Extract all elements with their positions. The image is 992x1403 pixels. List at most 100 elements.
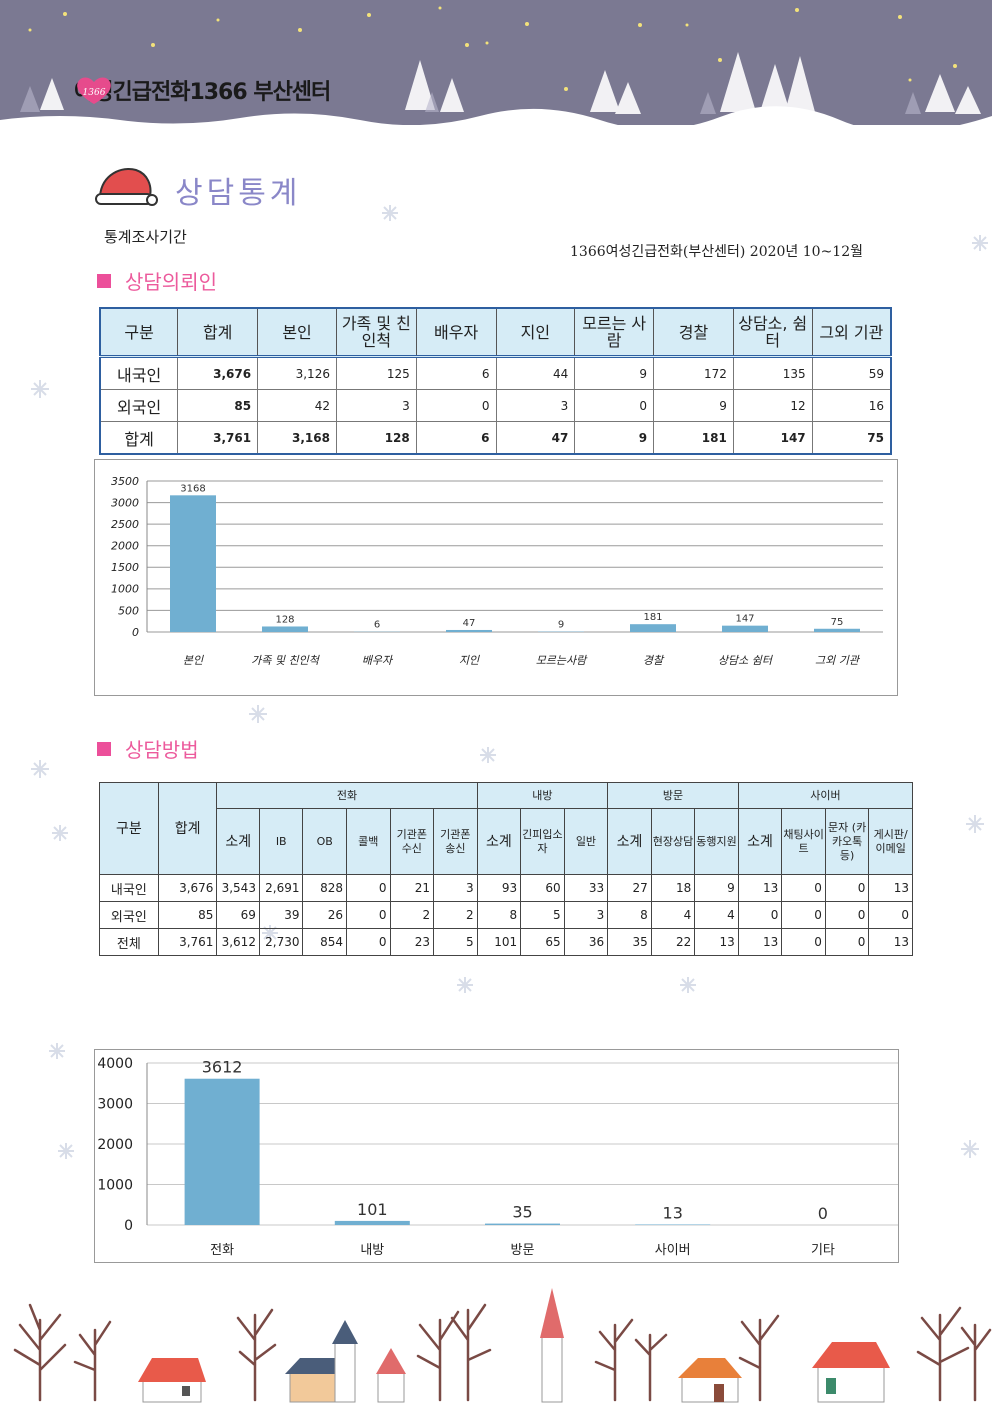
table-cell: 125 [335,356,417,390]
bar [334,1220,410,1225]
data-label: 3168 [180,483,205,494]
data-label: 75 [831,617,844,628]
data-label: 13 [663,1203,683,1222]
col-header: 구분 [99,307,179,358]
org-logo[interactable]: 1366 여성긴급전화1366 부산센터 [74,74,331,106]
col-header: 배우자 [415,307,497,358]
table-cell: 12 [732,389,813,422]
table-cell: 3,126 [257,356,337,390]
y-tick-label: 4000 [97,1056,133,1072]
table-cell: 2,730 [258,928,304,956]
table-cell: 3,676 [157,874,218,902]
section-heading-text: 상담의뢰인 [125,270,217,294]
svg-text:1366: 1366 [83,88,106,98]
col-header: 가족 및 친인척 [335,307,417,358]
table-cell: 65 [520,928,565,956]
row-label: 내국인 [99,874,159,902]
period-value: 1366여성긴급전화(부산센터) 2020년 10~12월 [570,244,864,260]
method-bar-chart-svg: 0 1000 2000 3000 4000 3612 전화 101 내방 35 방문 13 사이버 0 기타 [97,1056,898,1258]
table-cell: 3,676 [177,356,259,390]
table-cell: 13 [737,928,783,956]
table-cell: 0 [346,874,391,902]
col-header: 경찰 [653,307,734,358]
table-cell: 2 [389,901,435,929]
client-bar-chart-svg: 0 500 1000 1500 2000 2500 3000 3500 3168 본인 128 가족 … [111,475,883,667]
x-category-label: 그외 기관 [815,654,861,667]
table-cell: 0 [781,928,826,956]
col-header: 기관폰 송신 [433,808,478,875]
table-cell: 3,168 [257,421,337,455]
bar [722,625,768,632]
bar [485,1223,560,1225]
table-cell: 3 [335,389,417,422]
bar [635,1224,711,1225]
table-row: 내국인 3,676 3,126 125 6 44 9 172 135 59 [99,356,892,390]
col-header: 합계 [157,782,218,875]
pink-square-bullet [97,741,111,756]
y-tick-label: 500 [118,604,139,617]
table-cell: 0 [824,928,870,956]
table-cell: 13 [868,874,913,902]
winter-night-illustration [0,6,992,125]
y-tick-label: 3000 [97,1096,133,1112]
data-label: 9 [558,620,564,631]
section-heading-method: 상담방법 [97,734,199,763]
y-tick-label: 2000 [111,540,139,553]
col-header: 모르는 사람 [574,307,655,358]
col-header: 합계 [177,307,259,358]
col-header: 상담소, 쉼터 [732,307,813,358]
table-cell: 6 [415,421,497,455]
row-label: 내국인 [99,356,179,390]
table-cell: 6 [415,356,497,390]
col-header: 콜백 [346,808,391,875]
group-header-outreach: 방문 [607,782,739,809]
row-label: 외국인 [99,389,179,422]
table-cell: 181 [653,421,734,455]
table-cell: 0 [781,901,826,929]
x-category-label: 상담소 쉼터 [718,654,774,667]
col-header: 소계 [607,808,652,875]
row-label: 전체 [99,928,159,956]
col-header: 기관폰 수신 [389,808,435,875]
table-cell: 4 [650,901,696,929]
table-cell: 35 [607,928,652,956]
table-row: 외국인 85 42 3 0 3 0 9 12 16 [99,389,892,422]
table-cell: 101 [476,928,522,956]
header-banner: 1366 여성긴급전화1366 부산센터 [0,0,992,125]
page-title: 상담통계 [175,176,302,211]
table-cell: 9 [574,421,655,455]
table-cell: 33 [563,874,609,902]
table-cell: 9 [653,389,734,422]
table-cell: 0 [868,901,913,929]
table-cell: 47 [495,421,576,455]
data-label: 6 [374,620,380,631]
table-cell: 0 [781,874,826,902]
group-header-cyber: 사이버 [737,782,914,809]
table-cell: 8 [607,901,652,929]
client-bar-chart: 0 500 1000 1500 2000 2500 3000 3500 3168 본인 128 가족 … [94,459,898,696]
table-cell: 0 [574,389,655,422]
table-cell: 2 [433,901,478,929]
x-category-label: 내방 [360,1243,384,1258]
snowflake-background [31,205,988,1159]
table-cell: 0 [346,928,391,956]
x-category-label: 기타 [811,1243,835,1258]
data-label: 35 [512,1203,532,1222]
method-table: 구분 합계 전화 내방 방문 사이버 소계 IB OB 콜백 기관폰 수신 기관… [99,782,914,956]
y-tick-label: 1500 [111,561,139,574]
table-cell: 3,761 [157,928,218,956]
santa-hat-icon [95,168,158,206]
col-header: 문자 (카카오톡등) [824,808,870,875]
table-cell: 13 [737,874,783,902]
table-cell: 5 [520,901,565,929]
data-label: 47 [463,618,476,629]
table-cell: 5 [433,928,478,956]
bar [814,628,860,632]
table-cell: 0 [824,874,870,902]
x-category-label: 전화 [210,1243,234,1258]
table-cell: 22 [650,928,696,956]
col-header: 현장상담 [650,808,696,875]
col-header: 긴피입소자 [520,808,565,875]
table-cell: 42 [257,389,337,422]
table-cell: 13 [868,928,913,956]
